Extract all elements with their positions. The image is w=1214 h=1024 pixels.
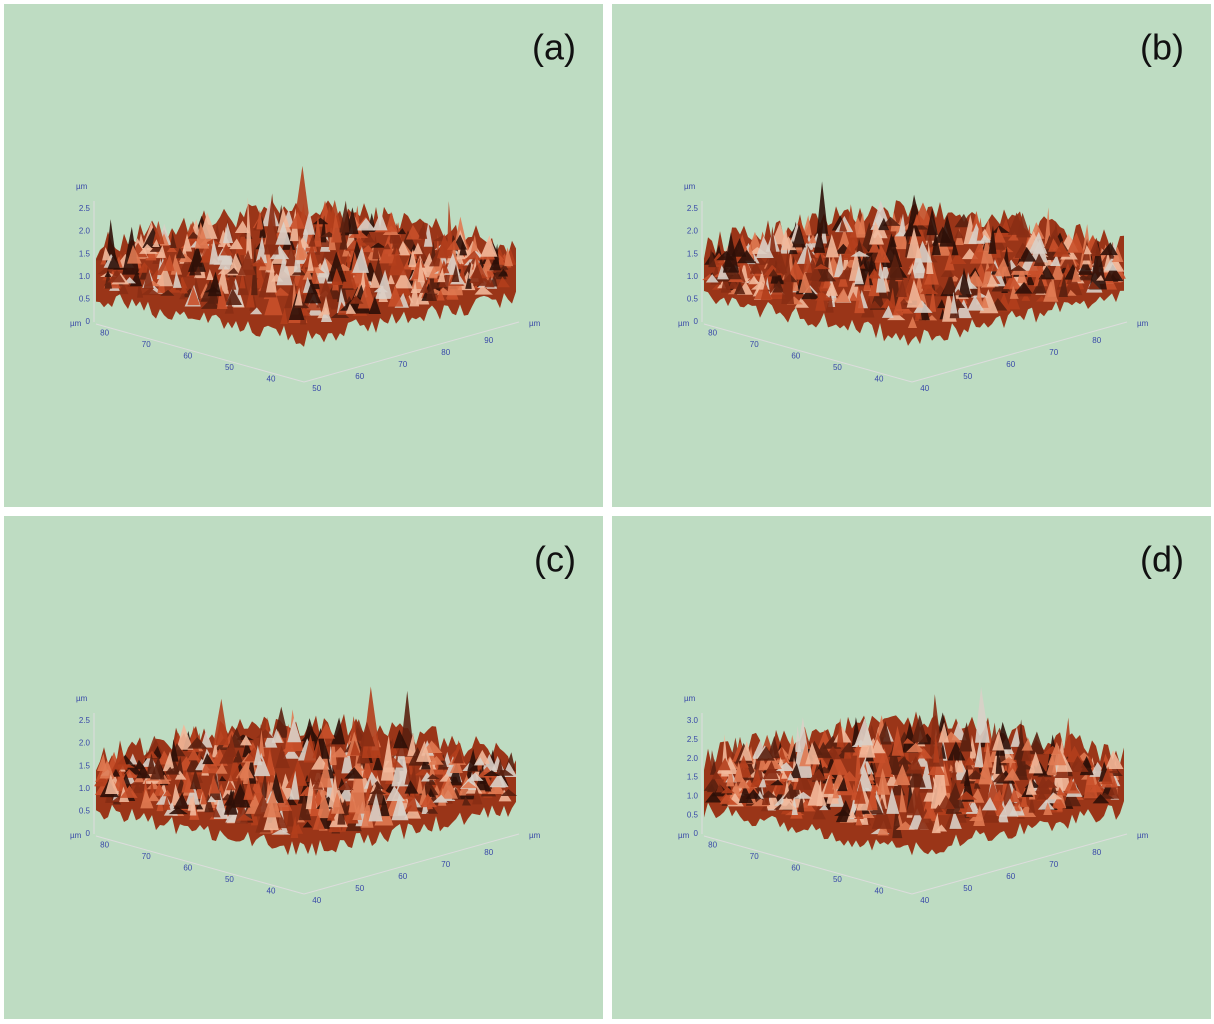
left-tick-label: 40 bbox=[267, 887, 276, 896]
right-tick-label: 70 bbox=[1049, 348, 1058, 357]
z-tick-label: 2.0 bbox=[79, 227, 91, 236]
panel-label: (d) bbox=[1140, 539, 1184, 580]
left-tick-label: 40 bbox=[267, 375, 276, 384]
figure: (a) µm 0 0.5 1.0 1.5 2.0 2.5 µm 80 70 60 50 40 µm 50 60 7… bbox=[0, 0, 1214, 1024]
panel: (a) µm 0 0.5 1.0 1.5 2.0 2.5 µm 80 70 60 50 40 µm 50 60 7… bbox=[4, 4, 603, 507]
z-unit: µm bbox=[76, 694, 88, 703]
right-tick-label: 70 bbox=[1049, 860, 1058, 869]
left-unit: µm bbox=[70, 831, 82, 840]
panel-label: (c) bbox=[534, 539, 576, 580]
left-tick-label: 60 bbox=[183, 351, 192, 360]
z-unit: µm bbox=[684, 694, 696, 703]
z-tick-label: 0 bbox=[694, 317, 699, 326]
left-tick-label: 50 bbox=[225, 875, 234, 884]
z-tick-label: 1.0 bbox=[687, 272, 699, 281]
left-tick-label: 40 bbox=[875, 887, 884, 896]
right-tick-label: 80 bbox=[484, 848, 493, 857]
z-tick-label: 2.5 bbox=[79, 716, 91, 725]
left-tick-label: 50 bbox=[225, 363, 234, 372]
z-tick-label: 1.0 bbox=[79, 272, 91, 281]
panel: (c) µm 0 0.5 1.0 1.5 2.0 2.5 µm 80 70 60 50 40 µm 40 50 6… bbox=[4, 516, 603, 1019]
left-unit: µm bbox=[70, 319, 82, 328]
z-tick-label: 2.0 bbox=[687, 754, 699, 763]
right-tick-label: 40 bbox=[920, 896, 929, 905]
left-tick-label: 80 bbox=[100, 328, 109, 337]
right-tick-label: 80 bbox=[441, 348, 450, 357]
right-tick-label: 50 bbox=[963, 372, 972, 381]
z-tick-label: 2.5 bbox=[687, 204, 699, 213]
left-tick-label: 80 bbox=[708, 328, 717, 337]
left-tick-label: 50 bbox=[833, 875, 842, 884]
left-tick-label: 70 bbox=[750, 852, 759, 861]
z-unit: µm bbox=[684, 182, 696, 191]
right-tick-label: 50 bbox=[963, 884, 972, 893]
left-tick-label: 60 bbox=[791, 863, 800, 872]
left-tick-label: 50 bbox=[833, 363, 842, 372]
right-tick-label: 90 bbox=[484, 336, 493, 345]
right-unit: µm bbox=[529, 831, 541, 840]
panel-label: (a) bbox=[532, 27, 576, 68]
left-tick-label: 60 bbox=[791, 351, 800, 360]
panel: (b) µm 0 0.5 1.0 1.5 2.0 2.5 µm 80 70 60 50 40 µm 40 50 6… bbox=[612, 4, 1211, 507]
z-unit: µm bbox=[76, 182, 88, 191]
left-unit: µm bbox=[678, 319, 690, 328]
z-tick-label: 2.5 bbox=[687, 735, 699, 744]
z-tick-label: 1.5 bbox=[79, 249, 91, 258]
left-tick-label: 70 bbox=[750, 340, 759, 349]
right-tick-label: 40 bbox=[920, 384, 929, 393]
z-tick-label: 1.0 bbox=[687, 791, 699, 800]
z-tick-label: 2.0 bbox=[687, 227, 699, 236]
z-tick-label: 2.5 bbox=[79, 204, 91, 213]
z-tick-label: 3.0 bbox=[687, 716, 699, 725]
right-unit: µm bbox=[1137, 831, 1149, 840]
right-tick-label: 50 bbox=[355, 884, 364, 893]
z-tick-label: 0.5 bbox=[79, 295, 91, 304]
right-tick-label: 60 bbox=[1006, 360, 1015, 369]
z-tick-label: 0 bbox=[86, 829, 91, 838]
right-unit: µm bbox=[529, 319, 541, 328]
right-tick-label: 80 bbox=[1092, 848, 1101, 857]
left-tick-label: 80 bbox=[100, 840, 109, 849]
left-unit: µm bbox=[678, 831, 690, 840]
left-tick-label: 70 bbox=[142, 852, 151, 861]
right-tick-label: 40 bbox=[312, 896, 321, 905]
right-tick-label: 60 bbox=[355, 372, 364, 381]
z-tick-label: 0 bbox=[86, 317, 91, 326]
right-tick-label: 70 bbox=[398, 360, 407, 369]
right-tick-label: 70 bbox=[441, 860, 450, 869]
z-tick-label: 1.5 bbox=[79, 761, 91, 770]
right-tick-label: 60 bbox=[1006, 872, 1015, 881]
z-tick-label: 1.5 bbox=[687, 249, 699, 258]
left-tick-label: 60 bbox=[183, 863, 192, 872]
right-tick-label: 60 bbox=[398, 872, 407, 881]
panel: (d) µm 0 0.5 1.0 1.5 2.0 2.5 3.0 µm 80 70 60 50 40 µm 40… bbox=[612, 516, 1211, 1019]
z-tick-label: 1.0 bbox=[79, 784, 91, 793]
left-tick-label: 70 bbox=[142, 340, 151, 349]
z-tick-label: 2.0 bbox=[79, 739, 91, 748]
right-tick-label: 80 bbox=[1092, 336, 1101, 345]
z-tick-label: 0.5 bbox=[79, 807, 91, 816]
z-tick-label: 0.5 bbox=[687, 295, 699, 304]
z-tick-label: 1.5 bbox=[687, 773, 699, 782]
left-tick-label: 40 bbox=[875, 375, 884, 384]
z-tick-label: 0.5 bbox=[687, 810, 699, 819]
right-tick-label: 50 bbox=[312, 384, 321, 393]
z-tick-label: 0 bbox=[694, 829, 699, 838]
left-tick-label: 80 bbox=[708, 840, 717, 849]
panel-label: (b) bbox=[1140, 27, 1184, 68]
right-unit: µm bbox=[1137, 319, 1149, 328]
